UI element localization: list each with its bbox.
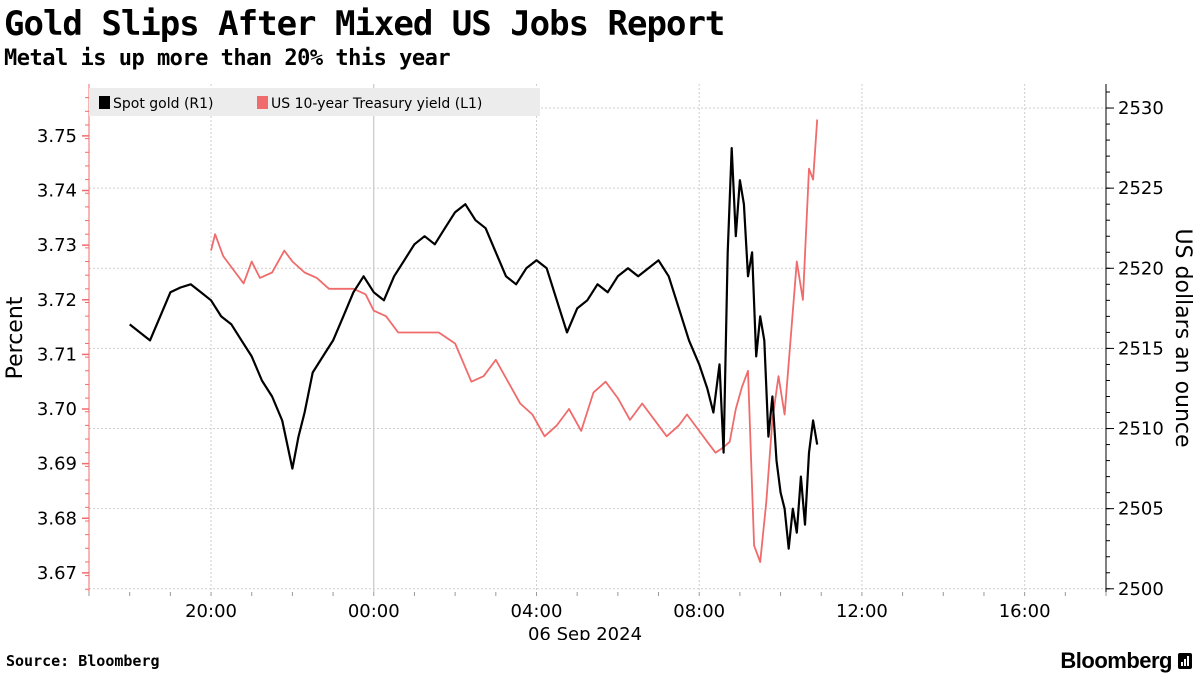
gold-series xyxy=(129,147,819,550)
left-tick-label: 3.73 xyxy=(37,235,77,256)
x-tick-label: 12:00 xyxy=(836,601,888,622)
bloomberg-bar-icon xyxy=(1178,653,1192,669)
x-tick-label: 00:00 xyxy=(348,601,400,622)
left-tick-label: 3.74 xyxy=(37,181,77,202)
chart-canvas: 20:00 00:00 04:00 08:00 12:00 16:00 2500 2505 25… xyxy=(3,84,1195,640)
legend-swatch-yield xyxy=(257,96,268,109)
gridlines xyxy=(89,84,1106,592)
right-tick-label: 2500 xyxy=(1118,579,1164,600)
brand-logo: Bloomberg xyxy=(1060,648,1192,674)
x-tick-label: 04:00 xyxy=(511,601,563,622)
x-tick-label: 08:00 xyxy=(673,601,725,622)
legend-background xyxy=(89,88,540,116)
left-tick-label: 3.75 xyxy=(37,126,77,147)
right-tick-label: 2520 xyxy=(1118,258,1164,279)
left-tick-label: 3.71 xyxy=(37,344,77,365)
left-tick-label: 3.68 xyxy=(37,508,77,529)
source-note: Source: Bloomberg xyxy=(6,652,160,670)
gold-line xyxy=(129,147,819,550)
brand-name: Bloomberg xyxy=(1060,648,1172,673)
chart-subtitle: Metal is up more than 20% this year xyxy=(4,46,451,71)
yield-line xyxy=(210,119,819,563)
left-tick-label: 3.67 xyxy=(37,563,77,584)
legend: Spot gold (R1) US 10-year Treasury yield… xyxy=(89,88,540,116)
right-tick-label: 2525 xyxy=(1118,178,1164,199)
left-tick-label: 3.72 xyxy=(37,290,77,311)
x-tick-label: 20:00 xyxy=(185,601,237,622)
right-tick-label: 2510 xyxy=(1118,419,1164,440)
legend-label-yield: US 10-year Treasury yield (L1) xyxy=(271,96,482,112)
left-tick-label: 3.70 xyxy=(37,399,77,420)
legend-label-gold: Spot gold (R1) xyxy=(113,96,214,112)
chart-title: Gold Slips After Mixed US Jobs Report xyxy=(4,4,725,44)
right-tick-label: 2505 xyxy=(1118,499,1164,520)
x-axis-date-label: 06 Sep 2024 xyxy=(528,624,642,640)
right-tick-label: 2530 xyxy=(1118,98,1164,119)
axes: 20:00 00:00 04:00 08:00 12:00 16:00 2500 2505 25… xyxy=(37,84,1164,622)
left-axis-title: Percent xyxy=(3,296,28,379)
x-tick-label: 16:00 xyxy=(999,601,1051,622)
right-tick-label: 2515 xyxy=(1118,338,1164,359)
left-tick-label: 3.69 xyxy=(37,454,77,475)
right-axis-title: US dollars an ounce xyxy=(1170,228,1195,447)
yield-series xyxy=(210,119,819,563)
legend-swatch-gold xyxy=(99,96,110,109)
